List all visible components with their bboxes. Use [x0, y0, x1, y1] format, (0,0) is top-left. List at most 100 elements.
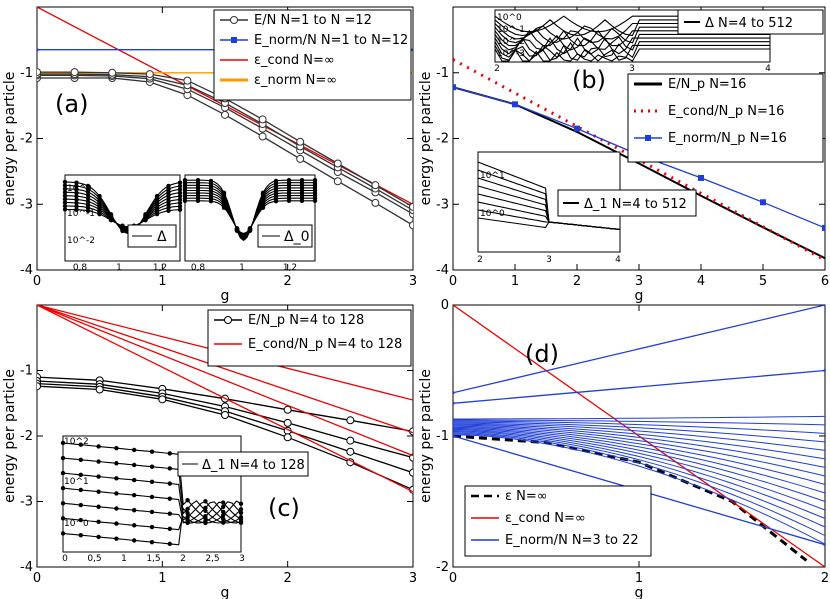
inset-ytick: 10^1 — [64, 477, 89, 487]
legend-box-3 — [464, 485, 652, 557]
y-tick-label: -1 — [20, 66, 33, 81]
inset-ytick: 10^-1 — [497, 25, 525, 35]
inset-marker — [299, 198, 305, 204]
series-line-d-family — [452, 434, 826, 545]
data-point — [258, 115, 267, 124]
inset-marker — [85, 205, 91, 210]
inset-marker — [78, 532, 84, 538]
inset-ytick: 10^0 — [480, 209, 505, 219]
inset-marker — [96, 489, 101, 494]
inset-marker — [177, 200, 183, 206]
inset-marker — [85, 193, 91, 198]
x-axis-label: g — [221, 288, 230, 304]
data-point — [409, 468, 413, 477]
y-tick-label: -4 — [20, 263, 33, 278]
inset-marker — [177, 187, 183, 192]
inset-xtick: 1 — [239, 263, 245, 273]
inset-marker — [286, 198, 292, 204]
inset-marker — [60, 516, 66, 521]
inset-marker — [96, 474, 101, 479]
legend-entry: ε_cond N=∞ — [505, 511, 586, 526]
series-line-3-1 — [453, 305, 825, 567]
legend-entry: E_norm/N N=1 to N=12 — [254, 33, 408, 48]
inset-marker — [166, 193, 171, 198]
inset-marker — [114, 491, 119, 496]
inset-marker — [166, 208, 171, 213]
inset-legend-text: Δ_0 — [284, 229, 309, 245]
y-tick-label: -3 — [20, 495, 33, 510]
inset-marker — [60, 455, 66, 461]
data-point — [221, 411, 229, 420]
inset-marker — [167, 511, 172, 516]
inset-marker — [195, 198, 201, 204]
inset-marker — [60, 440, 66, 446]
data-point — [409, 202, 413, 211]
series-line-d-family — [452, 431, 826, 519]
inset-ytick: 10^0 — [67, 184, 92, 194]
series-line-d-family — [452, 430, 826, 511]
series-line-3-3 — [453, 369, 825, 404]
inset-marker — [149, 539, 155, 545]
x-tick-label: 0 — [33, 274, 41, 289]
inset-marker — [132, 538, 137, 543]
legend-entry: E/N_p N=4 to 128 — [248, 313, 364, 328]
inset-marker — [74, 207, 79, 212]
data-point — [346, 436, 355, 445]
panel-label: (a) — [55, 90, 88, 118]
x-tick-label: 2 — [573, 274, 581, 289]
y-tick-label: -3 — [436, 197, 449, 212]
inset-marker — [96, 504, 101, 509]
legend-entry: E/N_p N=16 — [668, 77, 746, 92]
y-axis-label: energy per particle — [418, 369, 434, 503]
series-line-d-family — [452, 428, 826, 502]
inset-marker — [74, 180, 79, 185]
x-tick-label: 3 — [635, 274, 643, 289]
x-tick-label: 1 — [158, 274, 166, 289]
inset-xtick: 4 — [615, 255, 621, 265]
x-tick-label: 1 — [635, 571, 643, 586]
legend-marker — [231, 37, 237, 43]
inset-marker — [238, 520, 244, 526]
inset-marker — [132, 508, 137, 513]
inset-marker — [166, 205, 171, 210]
inset-marker — [60, 486, 66, 491]
inset-ytick: 10^-3 — [497, 49, 525, 59]
x-axis-label: g — [221, 585, 230, 599]
x-tick-label: 3 — [409, 274, 417, 289]
inset-marker — [132, 462, 137, 468]
inset-marker — [149, 494, 155, 500]
inset-marker — [62, 196, 68, 202]
inset-xtick: 1 — [116, 263, 122, 273]
inset-marker — [74, 190, 79, 195]
inset-curve — [494, 48, 770, 62]
inset-marker — [149, 464, 155, 469]
series-line-d-family — [452, 424, 826, 468]
inset-marker — [167, 496, 172, 501]
inset-ytick: 10^1 — [480, 171, 505, 181]
inset-marker — [185, 517, 190, 522]
inset-marker — [149, 524, 155, 530]
legend-entry: E_cond/N_p N=4 to 128 — [248, 337, 402, 352]
y-tick-label: -2 — [20, 132, 33, 147]
data-point — [409, 221, 413, 230]
inset-legend — [557, 189, 697, 217]
inset-ytick: 10^-2 — [497, 37, 525, 47]
series-line-d-family — [453, 420, 826, 434]
inset-marker — [108, 218, 114, 223]
inset-marker — [85, 186, 91, 192]
inset-marker — [78, 457, 84, 462]
series-line-d-family — [452, 426, 826, 485]
inset-marker — [85, 208, 91, 213]
inset-marker — [74, 187, 79, 192]
data-point — [283, 405, 292, 414]
inset-marker — [149, 509, 155, 515]
panel-label: (d) — [525, 340, 559, 368]
series-line-d-family — [453, 415, 826, 420]
inset-marker — [221, 520, 226, 525]
legend-entry: ε N=∞ — [505, 489, 548, 504]
x-tick-label: 1 — [511, 274, 519, 289]
y-axis-label: energy per particle — [418, 72, 434, 206]
inset-marker — [114, 521, 119, 526]
inset-marker — [238, 507, 244, 512]
inset-marker — [74, 197, 79, 202]
